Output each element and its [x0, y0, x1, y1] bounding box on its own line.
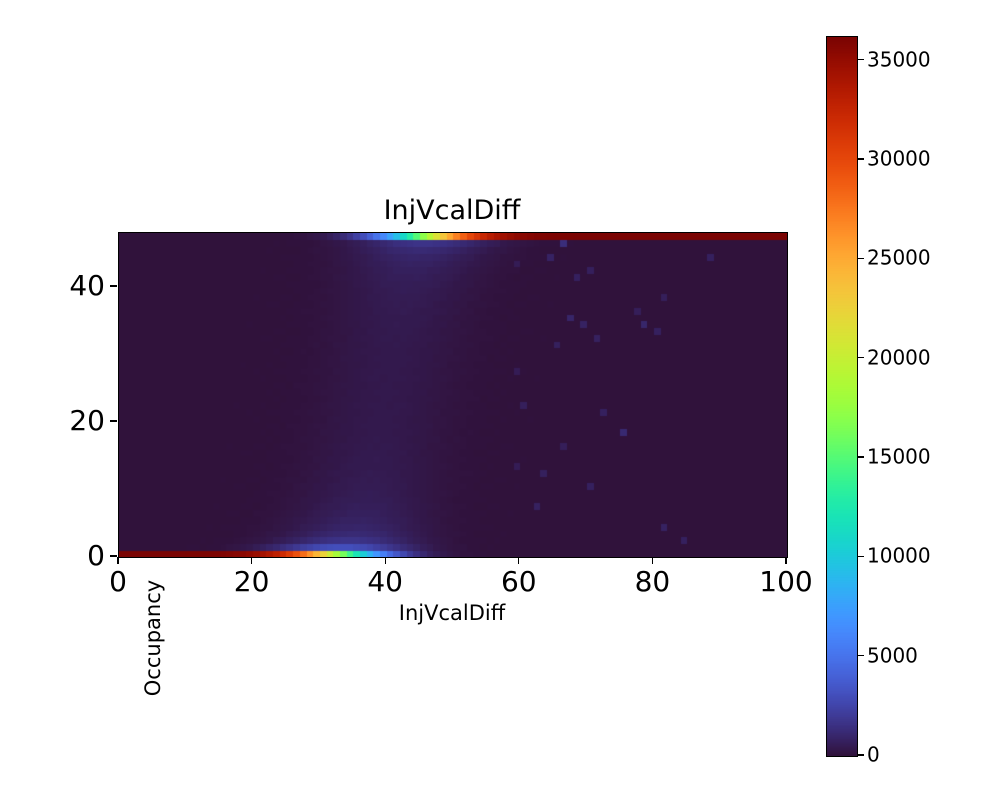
y-tick-label: 0: [87, 539, 105, 572]
y-tick-label: 20: [69, 404, 105, 437]
colorbar-tick-label: 35000: [867, 47, 931, 72]
x-tick-label: 0: [109, 565, 127, 598]
colorbar-tick-label: 20000: [867, 345, 931, 370]
colorbar-tick-label: 10000: [867, 543, 931, 568]
x-tick-mark: [117, 557, 119, 564]
heatmap-axes: [118, 232, 788, 558]
colorbar-tick-mark: [858, 158, 864, 160]
colorbar-tick-mark: [858, 655, 864, 657]
x-tick-label: 60: [500, 565, 537, 598]
x-tick-label: 20: [233, 565, 270, 598]
x-axis-label: InjVcalDiff: [398, 601, 506, 625]
colorbar-tick-mark: [858, 456, 864, 458]
colorbar-tick-label: 5000: [867, 643, 918, 668]
y-tick-mark: [110, 555, 117, 557]
x-tick-label: 100: [759, 565, 813, 598]
x-tick-mark: [651, 557, 654, 564]
x-tick-mark: [518, 557, 520, 564]
colorbar-tick-label: 30000: [867, 146, 931, 171]
x-tick-mark: [250, 557, 253, 564]
plot-title: InjVcalDiff: [383, 195, 521, 226]
x-tick-mark: [384, 557, 386, 564]
y-tick-mark: [110, 285, 117, 287]
colorbar-tick-label: 15000: [867, 444, 931, 469]
colorbar-tick-mark: [858, 59, 864, 61]
y-tick-label: 40: [69, 269, 105, 302]
colorbar: [826, 36, 858, 757]
colorbar-tick-mark: [858, 754, 864, 756]
y-axis-label: Occupancy: [141, 579, 165, 697]
colorbar-tick-label: 0: [867, 742, 880, 767]
x-tick-mark: [785, 557, 787, 564]
x-tick-label: 40: [367, 565, 404, 598]
colorbar-tick-mark: [858, 555, 864, 558]
colorbar-tick-label: 25000: [867, 245, 931, 270]
colorbar-gradient: [827, 37, 857, 756]
colorbar-tick-mark: [858, 357, 864, 359]
colorbar-tick-mark: [858, 257, 864, 260]
x-tick-label: 80: [634, 565, 671, 598]
heatmap-image: [119, 233, 787, 557]
y-tick-mark: [110, 420, 117, 422]
